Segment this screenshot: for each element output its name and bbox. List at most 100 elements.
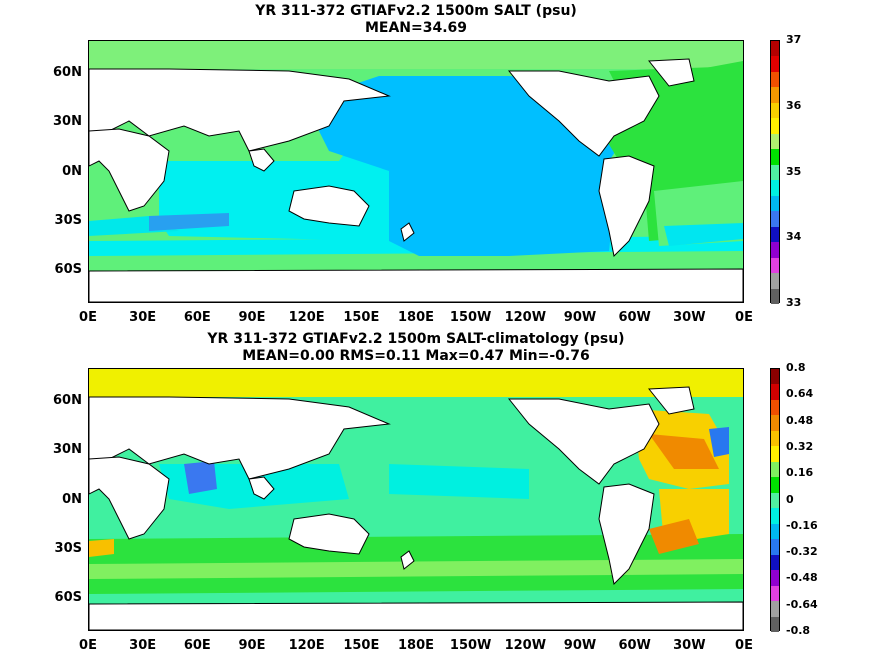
- bottom-colorbar-label: -0.16: [786, 518, 818, 532]
- north-america-land: [507, 398, 660, 485]
- antarctica-land: [89, 268, 743, 302]
- top-lon-label: 60W: [618, 310, 651, 325]
- bottom-lon-label: 90W: [563, 638, 597, 653]
- bottom-colorbar-swatch: [771, 570, 779, 586]
- top-map-canvas: [89, 41, 743, 302]
- bottom-lat-label: 30N: [53, 442, 82, 458]
- top-lat-label: 0N: [62, 163, 82, 179]
- top-colorbar-swatch: [771, 118, 779, 134]
- top-colorbar-swatch: [771, 180, 779, 196]
- bottom-colorbar-label: 0.64: [786, 387, 814, 401]
- top-lon-label: 0E: [735, 310, 753, 325]
- bottom-colorbar-swatch: [771, 477, 779, 493]
- top-lon-label: 180E: [397, 310, 435, 325]
- top-lon-label: 120E: [288, 310, 325, 325]
- bottom-lon-label: 90E: [238, 638, 266, 653]
- bottom-lon-label: 150W: [449, 638, 492, 653]
- anomaly-land-masses: [89, 386, 743, 630]
- top-colorbar-swatch: [771, 195, 779, 212]
- bottom-lon-label: 30E: [129, 638, 157, 653]
- top-lon-label: 120W: [504, 310, 547, 325]
- bottom-colorbar-swatch: [771, 585, 779, 602]
- top-colorbar-swatch: [771, 273, 779, 289]
- top-colorbar-swatch: [771, 257, 779, 274]
- bottom-colorbar-swatch: [771, 601, 779, 617]
- north-atlantic-negative: [709, 427, 729, 457]
- top-lon-label: 60E: [183, 310, 211, 325]
- bottom-lat-label: 0N: [62, 491, 82, 507]
- bottom-colorbar-label: 0.8: [786, 361, 806, 374]
- top-lat-label: 30N: [53, 114, 82, 130]
- top-map-subtitle: MEAN=34.69: [364, 20, 468, 36]
- top-lat-label: 60S: [54, 262, 82, 278]
- bottom-colorbar-swatch: [771, 384, 779, 400]
- arctic-field: [89, 41, 743, 69]
- greenland-land: [647, 58, 695, 87]
- bottom-colorbar-label: -0.64: [786, 597, 818, 611]
- bottom-map-canvas: [89, 369, 743, 630]
- top-lon-label: 0E: [79, 310, 97, 325]
- bottom-lon-label: 0E: [735, 638, 753, 653]
- new-zealand-land: [400, 222, 415, 242]
- south-atlantic-strong-positive: [649, 519, 699, 554]
- top-colorbar-label: 33: [786, 296, 802, 309]
- bottom-colorbar-label: -0.48: [786, 571, 818, 585]
- bottom-colorbar-swatch: [771, 430, 779, 447]
- top-colorbar-swatch: [771, 242, 779, 258]
- land-masses: [89, 58, 743, 302]
- australia-land: [288, 513, 370, 555]
- bottom-colorbar-swatch: [771, 554, 779, 571]
- bottom-colorbar: [770, 368, 780, 632]
- bottom-lon-label: 180E: [397, 638, 435, 653]
- top-colorbar-swatch: [771, 211, 779, 227]
- top-colorbar-swatch: [771, 102, 779, 119]
- top-colorbar-label: 34: [786, 230, 802, 244]
- top-colorbar-swatch: [771, 41, 779, 57]
- australia-land: [288, 185, 370, 227]
- bottom-colorbar-swatch: [771, 369, 779, 385]
- north-america-land: [507, 70, 660, 157]
- top-colorbar-swatch: [771, 56, 779, 72]
- bottom-colorbar-swatch: [771, 399, 779, 416]
- bottom-lat-label: 60N: [53, 392, 82, 408]
- top-lon-label: 30W: [673, 310, 706, 325]
- bottom-colorbar-label: -0.32: [786, 545, 818, 559]
- south-america-land: [598, 483, 655, 586]
- bottom-anomaly-map: [88, 368, 744, 631]
- bottom-colorbar-label: 0: [786, 492, 794, 506]
- bottom-colorbar-swatch: [771, 461, 779, 478]
- top-colorbar-label: 36: [786, 98, 802, 112]
- bottom-map-subtitle: MEAN=0.00 RMS=0.11 Max=0.47 Min=-0.76: [242, 348, 590, 364]
- india-land: [248, 476, 275, 500]
- bottom-colorbar-label: 0.32: [786, 439, 814, 453]
- bottom-lat-label: 60S: [54, 590, 82, 606]
- bottom-lon-label: 30W: [673, 638, 706, 653]
- pacific-equatorial-cyan: [389, 464, 529, 499]
- india-land: [248, 148, 275, 172]
- top-colorbar-swatch: [771, 71, 779, 88]
- bottom-lat-label: 30S: [54, 540, 82, 556]
- bottom-colorbar-swatch: [771, 415, 779, 431]
- greenland-land: [647, 386, 695, 415]
- top-colorbar-label: 37: [786, 33, 802, 46]
- top-colorbar-swatch: [771, 133, 779, 150]
- south-atlantic-cyan: [664, 223, 743, 246]
- top-lon-label: 150E: [343, 310, 380, 325]
- top-colorbar-label: 35: [786, 164, 802, 178]
- top-colorbar: [770, 40, 780, 304]
- top-colorbar-swatch: [771, 164, 779, 181]
- bottom-lon-label: 120W: [504, 638, 547, 653]
- new-zealand-land: [400, 550, 415, 570]
- top-lon-label: 150W: [449, 310, 492, 325]
- top-colorbar-swatch: [771, 226, 779, 243]
- top-colorbar-swatch: [771, 288, 779, 304]
- bottom-colorbar-swatch: [771, 539, 779, 555]
- bottom-colorbar-swatch: [771, 446, 779, 462]
- south-america-land: [598, 155, 655, 258]
- top-lon-label: 90E: [238, 310, 266, 325]
- bottom-colorbar-label: -0.8: [786, 624, 811, 637]
- bottom-colorbar-label: 0.16: [786, 466, 814, 480]
- bottom-colorbar-swatch: [771, 523, 779, 540]
- top-salinity-map: [88, 40, 744, 303]
- bottom-colorbar-swatch: [771, 492, 779, 509]
